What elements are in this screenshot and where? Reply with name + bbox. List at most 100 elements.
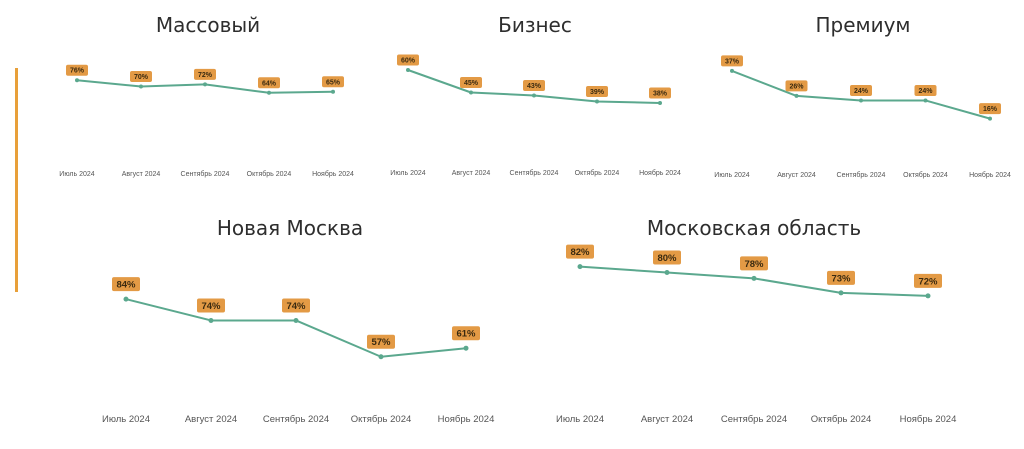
premium-data-label-bg [850,84,872,96]
moskovskaya-oblast-x-tick-label: Октябрь 2024 [811,414,872,425]
premium-data-label-bg [914,84,937,96]
novaya-moskva-point [293,317,299,323]
moskovskaya-oblast-point [925,293,931,299]
biznes-point [595,99,599,104]
massovy-point [267,90,271,95]
novaya-moskva-data-label-bg [452,326,480,341]
massovy-data-label-text: 70% [134,74,149,81]
novaya-moskva-data-label-bg [282,298,310,313]
novaya-moskva-data-label: 74% [282,298,310,313]
biznes-data-label: 45% [460,77,482,88]
novaya-moskva-data-label: 84% [112,277,140,292]
premium-x-tick-label: Ноябрь 2024 [969,171,1011,179]
massovy-x-tick-label: Июль 2024 [59,171,94,178]
massovy-x-tick-label: Октябрь 2024 [247,170,292,178]
biznes-data-label: 39% [586,86,608,97]
premium-x-tick-label: Сентябрь 2024 [837,171,886,179]
moskovskaya-oblast-data-label: 73% [827,270,855,285]
biznes-x-tick-label: Ноябрь 2024 [639,169,681,177]
biznes-title: Бизнес [498,13,572,37]
chart-moskovskaya-oblast: Московская область 82% Июль 2024 80% Август … [530,205,980,445]
moskovskaya-oblast-point [664,270,670,275]
premium-data-label: 24% [850,84,872,96]
premium-title: Премиум [815,13,910,37]
massovy-x-tick-label: Ноябрь 2024 [312,170,354,178]
premium-point [923,98,928,103]
premium-data-label-text: 26% [789,83,804,90]
massovy-data-label-text: 64% [262,80,277,87]
biznes-x-tick-label: Август 2024 [452,170,491,177]
novaya-moskva-data-label-text: 74% [286,301,306,312]
massovy-data-label-bg [258,77,280,89]
biznes-point [469,90,473,95]
moskovskaya-oblast-data-label-text: 80% [657,253,677,264]
novaya-moskva-x-tick-label: Октябрь 2024 [351,414,412,425]
premium-data-label: 24% [914,84,937,96]
chart-biznes-svg: Бизнес 60% Июль 2024 45% Август 2024 43% Сентя… [390,13,681,177]
premium-data-label-text: 37% [725,58,740,65]
premium-data-label-bg [721,55,743,67]
premium-data-label: 37% [721,55,743,67]
biznes-data-label: 60% [397,54,419,66]
moskovskaya-oblast-data-label-bg [914,273,942,288]
novaya-moskva-point [378,354,384,360]
biznes-x-tick-label: Июль 2024 [390,170,425,177]
biznes-data-label-bg [397,54,419,66]
massovy-data-label-bg [322,76,344,88]
biznes-point [532,93,536,98]
chart-massovy-svg: Массовый 76% Июль 2024 70% Август 2024 72% Сен… [59,13,354,178]
premium-x-tick-label: Октябрь 2024 [903,171,948,179]
massovy-data-label: 72% [194,68,216,80]
biznes-data-label-text: 45% [464,80,479,87]
chart-biznes: Бизнес 60% Июль 2024 45% Август 2024 43% Сентя… [370,0,700,185]
massovy-x-tick-label: Август 2024 [122,171,161,178]
accent-bar [15,68,18,292]
biznes-data-label-bg [649,87,671,99]
moskovskaya-oblast-data-label: 80% [653,250,681,265]
novaya-moskva-data-label: 61% [452,326,480,341]
premium-data-label-bg [979,103,1001,115]
moskovskaya-oblast-x-tick-label: Ноябрь 2024 [900,414,957,425]
moskovskaya-oblast-data-label-text: 73% [831,273,851,284]
massovy-data-label: 64% [258,77,280,89]
premium-data-label-text: 24% [854,88,869,95]
biznes-data-label: 43% [523,80,545,91]
novaya-moskva-data-label: 74% [197,298,225,313]
chart-novaya-moskva: Новая Москва 84% Июль 2024 74% Август 2024 74… [80,205,520,445]
premium-x-tick-label: Август 2024 [777,172,816,179]
massovy-data-label-bg [194,68,216,80]
chart-massovy: Массовый 76% Июль 2024 70% Август 2024 72% Сен… [40,0,380,185]
massovy-title: Массовый [156,13,260,37]
premium-point [794,93,799,98]
novaya-moskva-data-label-bg [197,298,225,313]
moskovskaya-oblast-data-label: 78% [740,256,768,271]
moskovskaya-oblast-point [751,275,757,281]
biznes-data-label-bg [586,86,608,97]
massovy-point [75,78,79,83]
massovy-data-label-text: 76% [70,68,85,75]
moskovskaya-oblast-point [577,264,583,270]
premium-data-label: 26% [785,80,808,92]
massovy-series-line [76,79,334,94]
novaya-moskva-data-label-text: 84% [116,280,136,291]
massovy-data-label-text: 72% [198,72,213,79]
moskovskaya-oblast-point [838,290,844,296]
novaya-moskva-data-label-text: 57% [371,337,391,348]
premium-point [730,68,734,73]
biznes-data-label-text: 38% [653,91,668,98]
premium-data-label: 16% [979,103,1001,115]
moskovskaya-oblast-data-label: 72% [914,273,942,288]
moskovskaya-oblast-x-tick-label: Август 2024 [641,414,693,425]
novaya-moskva-data-label-bg [112,277,140,292]
novaya-moskva-x-tick-label: Сентябрь 2024 [263,414,329,425]
biznes-data-label-bg [460,77,482,88]
moskovskaya-oblast-data-label-bg [827,270,855,285]
premium-data-label-text: 16% [983,106,998,113]
novaya-moskva-x-tick-label: Июль 2024 [102,414,150,425]
novaya-moskva-data-label-text: 61% [456,329,476,340]
premium-data-label-text: 24% [918,88,933,95]
premium-data-label-bg [785,80,808,92]
moskovskaya-oblast-data-label-bg [740,256,768,271]
massovy-point [203,82,207,87]
novaya-moskva-x-tick-label: Август 2024 [185,414,237,425]
